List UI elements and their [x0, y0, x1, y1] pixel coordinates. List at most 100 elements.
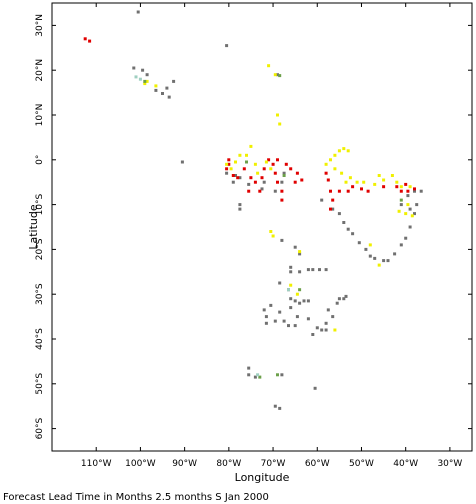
data-point-red	[247, 189, 251, 193]
data-point-gray	[373, 256, 377, 260]
data-point-yellow	[333, 167, 337, 171]
data-point-gray	[231, 180, 235, 184]
plot-area	[51, 2, 473, 452]
data-point-gray	[344, 294, 348, 298]
data-point-gray	[324, 328, 328, 332]
data-point-red	[242, 167, 246, 171]
data-point-gray	[298, 270, 302, 274]
data-point-yellow	[382, 178, 386, 182]
data-point-gray	[324, 268, 328, 272]
data-point-red	[83, 37, 87, 41]
data-point-gray	[298, 252, 302, 256]
data-point-yellow	[390, 174, 394, 177]
x-tick-label: 70°W	[261, 459, 286, 469]
data-point-gray	[293, 324, 297, 328]
data-point-yellow	[145, 79, 149, 83]
data-point-gray	[289, 270, 293, 274]
data-point-gray	[419, 189, 423, 193]
data-point-gray	[225, 171, 229, 175]
data-point-red	[413, 187, 416, 191]
data-point-red	[253, 180, 257, 184]
data-point-gray	[141, 68, 145, 72]
data-point-gray	[337, 297, 341, 301]
data-point-yellow	[340, 171, 344, 175]
data-point-green	[278, 74, 282, 78]
data-point-gray	[172, 79, 176, 83]
data-point-gray	[280, 373, 284, 377]
data-point-red	[284, 162, 288, 166]
data-point-red	[276, 158, 279, 162]
data-point-yellow	[278, 122, 282, 126]
data-point-red	[262, 167, 266, 171]
data-point-gray	[393, 252, 397, 256]
data-point-red	[399, 189, 403, 193]
data-point-gray	[364, 247, 368, 251]
data-point-gray	[280, 180, 284, 184]
data-point-red	[404, 182, 408, 186]
x-axis-ticks: 110°W 100°W 90°W 80°W 70°W 60°W 50°W 40°W 30°W	[81, 3, 462, 469]
data-point-yellow	[404, 212, 408, 216]
data-point-gray	[346, 227, 350, 231]
data-point-teal	[287, 288, 290, 292]
data-point-gray	[399, 243, 403, 247]
data-point-gray	[262, 308, 266, 312]
data-point-yellow	[410, 214, 414, 218]
data-point-yellow	[362, 180, 366, 184]
data-point-gray	[351, 232, 355, 236]
data-point-red	[293, 180, 297, 184]
data-point-gray	[282, 319, 286, 323]
data-point-gray	[289, 306, 293, 310]
data-point-green	[276, 373, 279, 377]
data-point-red	[225, 167, 229, 171]
data-point-red	[382, 185, 386, 189]
data-point-yellow	[298, 250, 302, 254]
data-point-yellow	[249, 144, 253, 148]
data-point-gray	[406, 194, 410, 198]
data-point-gray	[247, 182, 251, 186]
data-point-gray	[280, 238, 284, 242]
data-point-gray	[306, 268, 310, 272]
data-point-gray	[276, 73, 279, 77]
data-point-gray	[264, 321, 268, 325]
data-point-red	[337, 189, 341, 193]
data-point-green	[399, 198, 403, 202]
data-point-yellow	[348, 176, 352, 180]
data-point-yellow	[342, 147, 346, 151]
data-point-gray	[165, 86, 169, 90]
data-point-gray	[289, 297, 293, 301]
data-point-gray	[293, 245, 297, 249]
data-point-gray	[154, 88, 158, 92]
x-tick-label: 50°W	[349, 459, 374, 469]
data-point-yellow	[397, 209, 401, 213]
data-point-red	[273, 171, 277, 175]
data-point-yellow	[377, 174, 381, 177]
y-axis-ticks: 30°N 20°N 10°N 0° 10°S 20°S 30°S 40°S 50°S 60°S	[35, 14, 472, 439]
data-point-yellow	[225, 162, 229, 166]
data-point-gray	[408, 207, 412, 211]
data-point-gray	[167, 95, 171, 99]
data-point-gray	[413, 212, 416, 216]
x-axis-title: Longitude	[235, 471, 290, 484]
data-point-red	[231, 174, 235, 177]
data-point-gray	[298, 301, 302, 305]
data-point-red	[236, 176, 240, 180]
data-point-gray	[342, 221, 346, 224]
data-point-gray	[311, 268, 315, 272]
data-point-red	[351, 185, 355, 189]
data-point-gray	[404, 236, 408, 240]
data-point-red	[360, 187, 363, 191]
data-point-yellow	[337, 149, 341, 153]
data-point-gray	[324, 321, 328, 325]
data-point-red	[227, 158, 231, 162]
data-point-red	[88, 39, 92, 43]
data-point-red	[406, 189, 410, 193]
data-point-yellow	[346, 149, 350, 153]
data-point-yellow	[229, 167, 233, 171]
data-point-yellow	[368, 243, 372, 247]
data-point-red	[346, 189, 350, 193]
data-point-yellow	[377, 263, 381, 267]
data-point-red	[227, 162, 231, 166]
data-point-gray	[386, 259, 390, 263]
data-point-gray	[145, 73, 149, 77]
data-point-yellow	[234, 160, 237, 164]
